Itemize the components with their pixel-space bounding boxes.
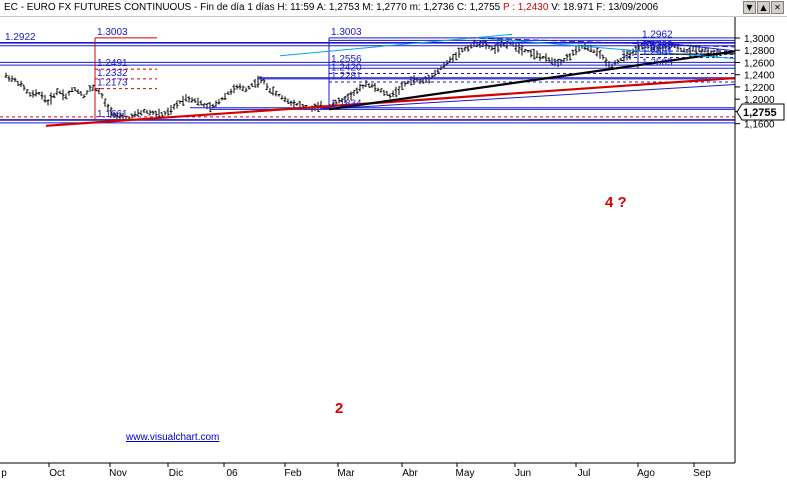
level-label: 1.2281 (331, 71, 362, 82)
watermark[interactable]: www.visualchart.com (125, 432, 219, 443)
volume-label: V: 18.971 (551, 2, 594, 13)
min-label: m: 1,2736 (409, 2, 455, 13)
level-label: 1.2173 (97, 78, 128, 89)
level-label: 1.2505 (642, 57, 673, 68)
wave-4-label: 4 ? (605, 194, 627, 211)
session-label: Fin de día 1 días (200, 2, 275, 13)
triangle-lower-line (639, 53, 736, 55)
symbol-label: EC - EURO FX FUTURES CONTINUOUS (4, 2, 192, 13)
scroll-up-icon[interactable]: ▲ (757, 1, 770, 14)
wave-2-label: 2 (335, 400, 343, 417)
trend-lines (45, 33, 736, 127)
black-trend-line (328, 50, 736, 111)
x-tick-label: Feb (284, 468, 302, 479)
x-tick-label: Sep (693, 468, 711, 479)
level-label: 1.2420 (331, 62, 362, 73)
blue-trend-line (319, 83, 736, 110)
x-tick-label: Jul (578, 468, 591, 479)
level-label: 1.2962 (642, 29, 673, 40)
level-label: 1.2332 (97, 68, 128, 79)
level-label: 1.2732 (642, 43, 673, 54)
y-tick-label: 1,2600 (744, 58, 775, 69)
level-label: 1.3003 (97, 27, 128, 38)
x-tick-label: Ago (637, 468, 655, 479)
x-axis: p Oct Nov Dic 06 Feb Mar Abr May Jun Jul Ago Sep (1, 463, 711, 479)
level-label: 1.2491 (97, 58, 128, 69)
x-tick-label: Dic (169, 468, 183, 479)
title-text: EC - EURO FX FUTURES CONTINUOUS - Fin de… (4, 2, 659, 13)
close-label: C: 1,2755 (456, 2, 501, 13)
x-tick-label: Abr (402, 468, 418, 479)
level-label: 1.2786 (642, 40, 673, 51)
level-label: 1.3003 (331, 27, 362, 38)
y-tick-label: 1,2200 (744, 83, 775, 94)
high-label: H: 11:59 (277, 2, 315, 13)
title-bar: EC - EURO FX FUTURES CONTINUOUS - Fin de… (0, 0, 787, 17)
x-tick-label: Mar (337, 468, 355, 479)
current-price-tag: 1,2755 (736, 103, 785, 121)
date-label: F: 13/09/2006 (596, 2, 659, 13)
x-tick-label: p (1, 468, 7, 479)
level-lines (0, 37, 735, 124)
current-price-label: 1,2755 (743, 107, 777, 119)
level-label: 1.2922 (5, 32, 36, 43)
y-tick-label: 1,3000 (744, 34, 775, 45)
x-tick-label: Jun (515, 468, 531, 479)
x-tick-label: Oct (49, 468, 65, 479)
y-tick-label: 1,2000 (744, 95, 775, 106)
open-label: A: 1,2753 (316, 2, 360, 13)
level-label: 1.1834 (331, 98, 362, 109)
level-label: 1.2556 (331, 54, 362, 65)
x-tick-label: 06 (226, 468, 238, 479)
level-label: 1.1661 (97, 109, 128, 120)
y-tick-label: 1,2800 (744, 46, 775, 57)
y-tick-label: 1,1600 (744, 120, 775, 131)
y-tick-label: 1,2400 (744, 71, 775, 82)
x-tick-label: Nov (109, 468, 127, 479)
triangle-upper-line (639, 39, 736, 52)
cyan-channel-line (479, 37, 736, 60)
red-trend-line (45, 76, 736, 127)
level-label: 1.2681 (642, 47, 673, 58)
scroll-down-icon[interactable]: ▼ (743, 1, 756, 14)
blue-resistance-line (469, 37, 736, 48)
prev-label: P : 1,2430 (502, 2, 549, 13)
max-label: M: 1,2770 (362, 2, 407, 13)
x-tick-label: May (456, 468, 475, 479)
close-icon[interactable]: ✕ (771, 1, 784, 14)
